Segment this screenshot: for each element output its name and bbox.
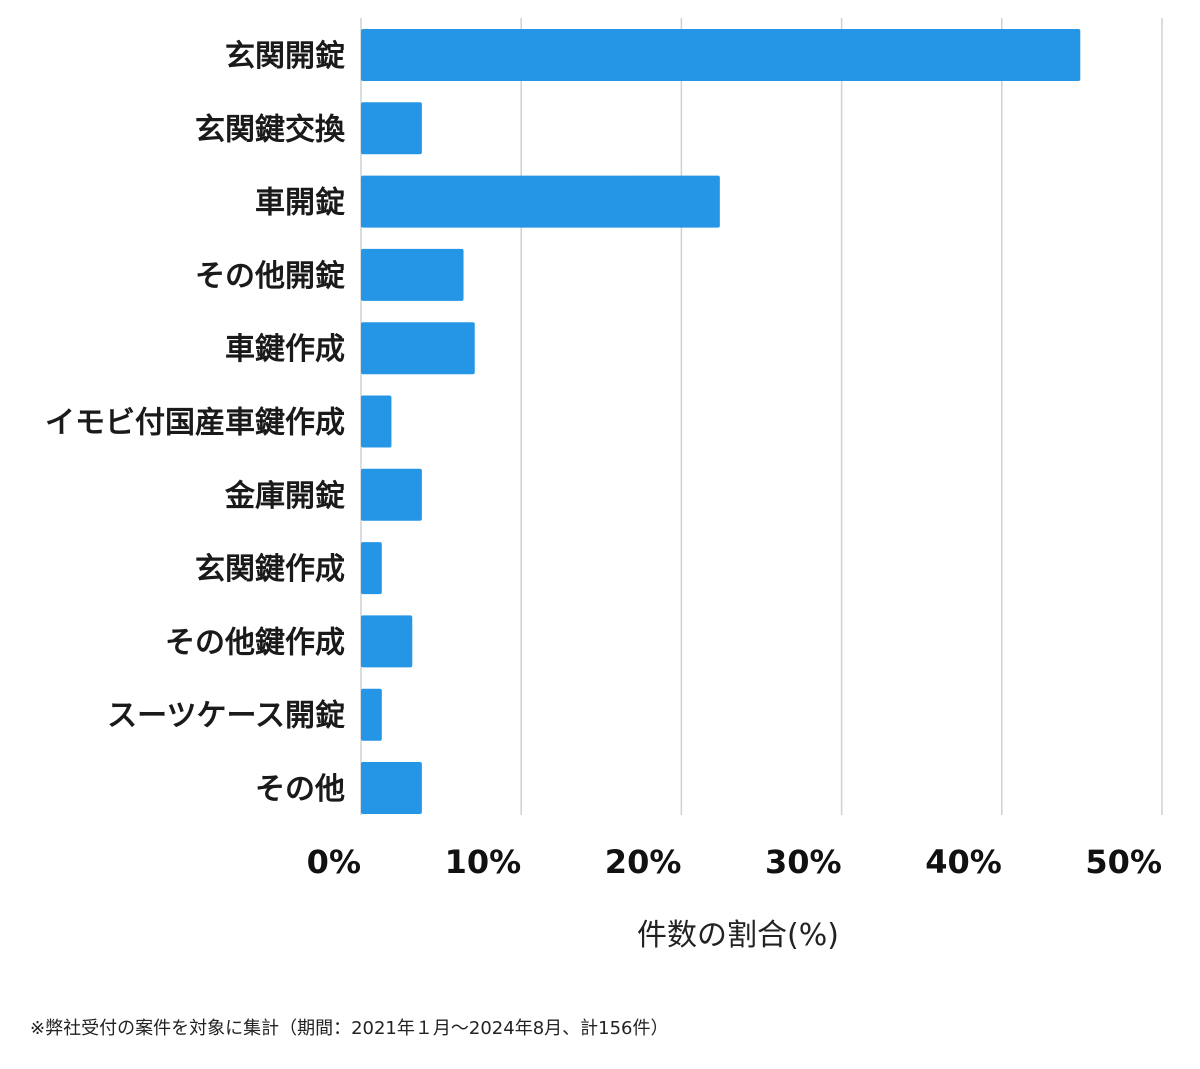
bar xyxy=(361,322,475,375)
bar xyxy=(361,29,1081,81)
category-label: 金庫開錠 xyxy=(224,479,345,514)
category-labels: 玄関開錠玄関鍵交換車開錠その他開錠車鍵作成イモビ付国産車鍵作成金庫開錠玄関鍵作成… xyxy=(45,39,346,807)
bar xyxy=(361,542,382,595)
bar xyxy=(361,688,382,741)
gridlines xyxy=(360,18,1163,815)
bar xyxy=(361,615,413,668)
bar xyxy=(361,175,720,228)
bar-chart: 玄関開錠玄関鍵交換車開錠その他開錠車鍵作成イモビ付国産車鍵作成金庫開錠玄関鍵作成… xyxy=(45,18,1163,953)
category-label: スーツケース開錠 xyxy=(107,699,345,734)
category-label: イモビ付国産車鍵作成 xyxy=(45,406,345,441)
bars xyxy=(361,29,1081,814)
category-label: その他 xyxy=(255,772,345,807)
category-label: 玄関鍵作成 xyxy=(195,552,345,587)
x-axis-title: 件数の割合(%) xyxy=(637,918,839,953)
category-label: その他鍵作成 xyxy=(165,625,345,660)
bar xyxy=(361,395,392,448)
bar xyxy=(361,762,422,814)
x-tick-label: 50% xyxy=(1085,843,1162,881)
x-tick-label: 20% xyxy=(605,843,682,881)
category-label: 玄関鍵交換 xyxy=(195,112,346,147)
category-label: 玄関開錠 xyxy=(225,39,345,74)
x-tick-label: 30% xyxy=(765,843,842,881)
footnote: ※弊社受付の案件を対象に集計（期間：2021年１月〜2024年8月、計156件） xyxy=(30,1018,669,1039)
category-label: 車鍵作成 xyxy=(225,332,345,367)
bar xyxy=(361,102,422,155)
bar xyxy=(361,468,422,521)
x-tick-label: 0% xyxy=(307,843,361,881)
x-tick-label: 40% xyxy=(925,843,1002,881)
category-label: その他開錠 xyxy=(195,259,345,294)
bar xyxy=(361,248,464,301)
x-tick-labels: 0% 10% 20% 30% 40% 50% xyxy=(307,843,1162,881)
category-label: 車開錠 xyxy=(255,186,345,221)
x-tick-label: 10% xyxy=(445,843,522,881)
